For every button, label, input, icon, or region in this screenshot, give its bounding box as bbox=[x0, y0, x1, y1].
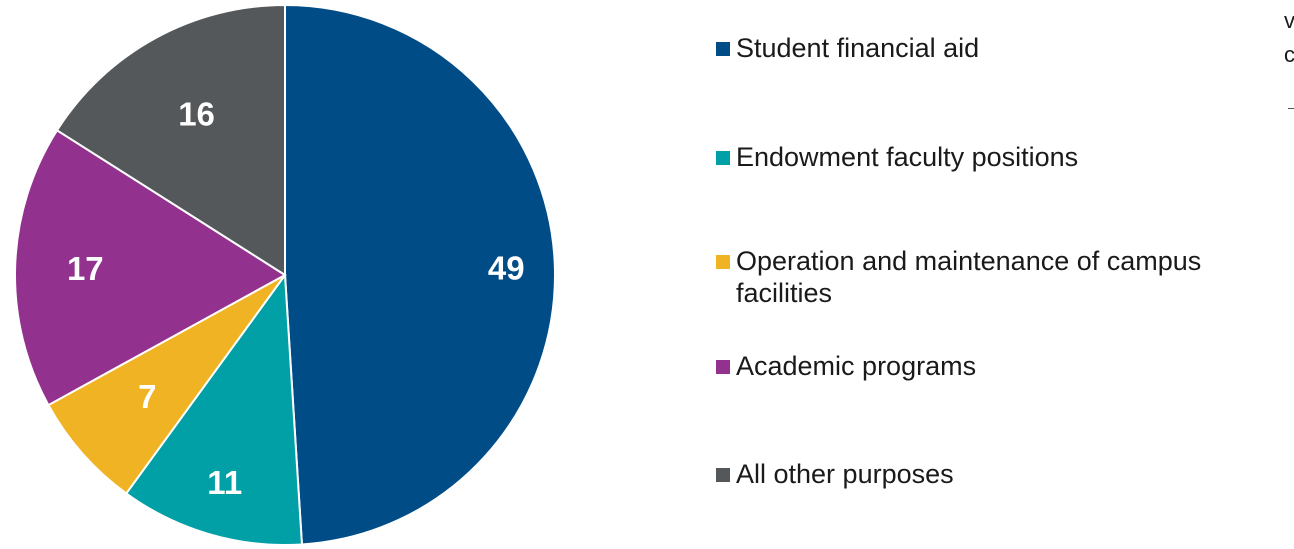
legend-label: Operation and maintenance of campus faci… bbox=[736, 246, 1202, 308]
legend-label: Student financial aid bbox=[736, 33, 980, 63]
legend-label: Endowment faculty positions bbox=[736, 142, 1079, 172]
legend-swatch bbox=[716, 360, 730, 374]
legend-swatch bbox=[716, 42, 730, 56]
pie-slice-student-financial-aid bbox=[284, 3, 556, 546]
pie-chart: 49 11 7 17 16 bbox=[14, 3, 556, 546]
clipped-text-fragment: c bbox=[1284, 42, 1294, 67]
legend-swatch bbox=[716, 468, 730, 482]
pie-slice-academic-programs bbox=[14, 128, 287, 407]
legend-item-endowment-faculty-positions: Endowment faculty positions bbox=[716, 141, 1294, 173]
legend-label: All other purposes bbox=[736, 459, 954, 489]
pie-slice-operation-and-maintenance-of-campus-facilities bbox=[47, 274, 286, 495]
slice-value-label: 17 bbox=[67, 250, 104, 287]
clipped-line-fragment bbox=[1288, 108, 1294, 109]
legend-label: Academic programs bbox=[736, 351, 977, 381]
legend-item-student-financial-aid: Student financial aid bbox=[716, 32, 1294, 64]
legend-item-academic-programs: Academic programs bbox=[716, 350, 1294, 382]
legend: Student financial aid Endowment faculty … bbox=[716, 0, 1294, 549]
pie-slice-endowment-faculty-positions bbox=[124, 272, 304, 546]
legend-item-operation-maintenance: Operation and maintenance of campus faci… bbox=[716, 245, 1294, 309]
slice-value-label: 16 bbox=[178, 96, 215, 133]
slice-value-label: 11 bbox=[207, 464, 242, 501]
slice-value-label: 49 bbox=[488, 250, 525, 287]
slice-value-label: 7 bbox=[138, 378, 156, 415]
pie-slice-all-other-purposes bbox=[55, 3, 286, 277]
legend-item-all-other-purposes: All other purposes bbox=[716, 458, 1294, 490]
clipped-text-fragment: v bbox=[1284, 8, 1294, 33]
legend-swatch bbox=[716, 255, 730, 269]
legend-swatch bbox=[716, 151, 730, 165]
